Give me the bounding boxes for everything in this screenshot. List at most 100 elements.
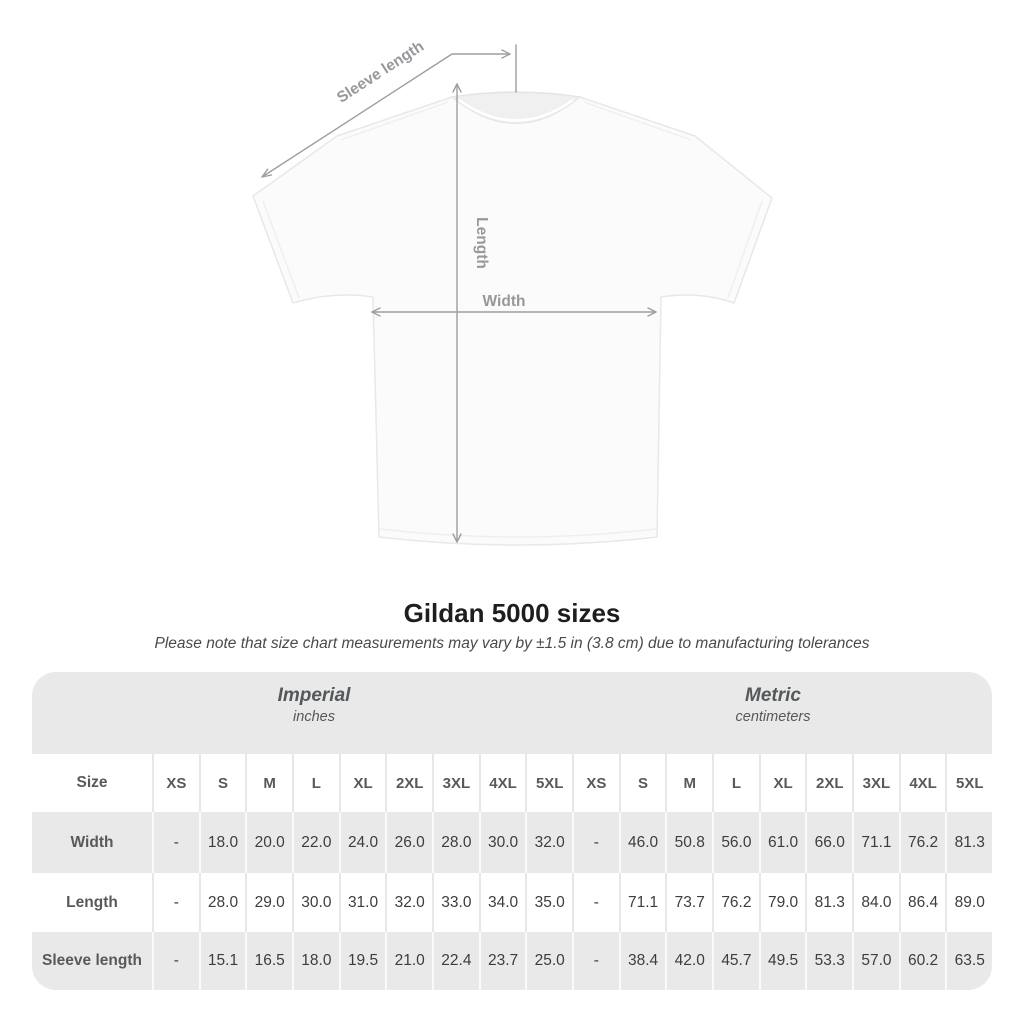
length-metric-xs: - bbox=[572, 873, 619, 932]
size-header-imperial-2xl: 2XL bbox=[385, 754, 432, 812]
collar bbox=[450, 92, 582, 124]
size-table: Imperial inches Metric centimeters Size X… bbox=[32, 672, 992, 990]
sleeve-length-metric-xl: 49.5 bbox=[758, 932, 806, 990]
sleeve-length-imperial-2xl: 21.0 bbox=[385, 932, 432, 990]
sleeve-length-imperial-xl: 19.5 bbox=[338, 932, 386, 990]
units-header-band: Imperial inches Metric centimeters bbox=[32, 672, 992, 754]
length-metric-2xl: 81.3 bbox=[805, 873, 852, 932]
metric-header: Metric centimeters bbox=[736, 684, 811, 726]
page-title: Gildan 5000 sizes bbox=[403, 598, 621, 628]
sleeve-length-imperial-3xl: 22.4 bbox=[432, 932, 479, 990]
width-metric-3xl: 71.1 bbox=[852, 812, 899, 873]
sleeve-length-metric-l: 45.7 bbox=[712, 932, 759, 990]
sleeve-length-imperial-s: 15.1 bbox=[198, 932, 246, 990]
sleeve-length-metric-2xl: 53.3 bbox=[805, 932, 852, 990]
size-header-metric-2xl: 2XL bbox=[805, 754, 852, 812]
width-imperial-4xl: 30.0 bbox=[478, 812, 526, 873]
size-header-imperial-m: M bbox=[245, 754, 292, 812]
size-header-metric-m: M bbox=[665, 754, 712, 812]
size-header-imperial-xs: XS bbox=[152, 754, 199, 812]
sleeve-length-metric-xs: - bbox=[572, 932, 619, 990]
length-metric-s: 71.1 bbox=[618, 873, 666, 932]
sleeve-length-metric-s: 38.4 bbox=[618, 932, 666, 990]
tshirt-diagram: Sleeve length Length Width bbox=[252, 38, 773, 546]
length-imperial-5xl: 35.0 bbox=[525, 873, 572, 932]
size-header-imperial-l: L bbox=[292, 754, 339, 812]
length-imperial-xl: 31.0 bbox=[338, 873, 386, 932]
width-metric-l: 56.0 bbox=[712, 812, 759, 873]
size-header-metric-4xl: 4XL bbox=[898, 754, 946, 812]
size-header-metric-l: L bbox=[712, 754, 759, 812]
sleeve-length-metric-m: 42.0 bbox=[665, 932, 712, 990]
imperial-title: Imperial bbox=[277, 685, 351, 706]
width-imperial-2xl: 26.0 bbox=[385, 812, 432, 873]
row-label-width: Width bbox=[70, 833, 114, 851]
width-imperial-s: 18.0 bbox=[198, 812, 246, 873]
sleeve-length-imperial-m: 16.5 bbox=[245, 932, 292, 990]
width-metric-m: 50.8 bbox=[665, 812, 712, 873]
size-header-row: Size XS S M L XL 2XL 3XL 4XL 5XL XS S M L XL 2XL 3XL 4XL 5… bbox=[32, 754, 992, 812]
sleeve-length-imperial-l: 18.0 bbox=[292, 932, 339, 990]
sleeve-length-imperial-xs: - bbox=[152, 932, 199, 990]
width-imperial-5xl: 32.0 bbox=[525, 812, 572, 873]
size-table-rows: Size XS S M L XL 2XL 3XL 4XL 5XL XS S M L XL 2XL 3XL 4XL 5… bbox=[32, 754, 992, 990]
width-metric-s: 46.0 bbox=[618, 812, 666, 873]
sleeve-length-metric-5xl: 63.5 bbox=[945, 932, 992, 990]
row-label-length: Length bbox=[66, 893, 118, 911]
width-metric-xl: 61.0 bbox=[758, 812, 806, 873]
size-header-metric-xl: XL bbox=[758, 754, 806, 812]
length-imperial-l: 30.0 bbox=[292, 873, 339, 932]
size-header-metric-3xl: 3XL bbox=[852, 754, 899, 812]
length-metric-4xl: 86.4 bbox=[898, 873, 946, 932]
width-metric-2xl: 66.0 bbox=[805, 812, 852, 873]
length-line bbox=[452, 83, 462, 543]
imperial-unit: inches bbox=[293, 709, 335, 725]
table-row-sleeve-length: Sleeve length -15.1 16.5 18.0 19.5 21.0 22.4 23… bbox=[32, 932, 992, 990]
table-row-length: Length -28.0 29.0 30.0 31.0 32.0 33.0 34.0 35.0-… bbox=[32, 873, 992, 932]
length-metric-5xl: 89.0 bbox=[945, 873, 992, 932]
size-header-metric-s: S bbox=[618, 754, 666, 812]
width-metric-4xl: 76.2 bbox=[898, 812, 946, 873]
length-imperial-m: 29.0 bbox=[245, 873, 292, 932]
width-imperial-3xl: 28.0 bbox=[432, 812, 479, 873]
sleeve-length-metric-3xl: 57.0 bbox=[852, 932, 899, 990]
imperial-header: Imperial inches bbox=[278, 684, 351, 726]
width-line bbox=[371, 307, 657, 317]
sleeve-length-imperial-4xl: 23.7 bbox=[478, 932, 526, 990]
size-header-imperial-5xl: 5XL bbox=[525, 754, 572, 812]
sleeve-length-line bbox=[261, 44, 517, 178]
metric-unit: centimeters bbox=[735, 709, 811, 725]
tshirt-graphic bbox=[252, 91, 773, 546]
size-header-imperial-xl: XL bbox=[338, 754, 386, 812]
metric-title: Metric bbox=[745, 685, 801, 706]
size-header-metric-xs: XS bbox=[572, 754, 619, 812]
length-metric-xl: 79.0 bbox=[758, 873, 806, 932]
length-metric-l: 76.2 bbox=[712, 873, 759, 932]
width-imperial-l: 22.0 bbox=[292, 812, 339, 873]
length-imperial-2xl: 32.0 bbox=[385, 873, 432, 932]
size-header-imperial-3xl: 3XL bbox=[432, 754, 479, 812]
tolerance-note: Please note that size chart measurements… bbox=[154, 635, 870, 652]
width-imperial-xs: - bbox=[152, 812, 199, 873]
length-metric-m: 73.7 bbox=[665, 873, 712, 932]
width-imperial-m: 20.0 bbox=[245, 812, 292, 873]
size-header-imperial-4xl: 4XL bbox=[478, 754, 526, 812]
length-metric-3xl: 84.0 bbox=[852, 873, 899, 932]
width-metric-xs: - bbox=[572, 812, 619, 873]
length-label: Length bbox=[473, 217, 490, 269]
sleeve-length-label: Sleeve length bbox=[334, 38, 427, 107]
size-header-imperial-s: S bbox=[198, 754, 246, 812]
length-imperial-3xl: 33.0 bbox=[432, 873, 479, 932]
length-imperial-4xl: 34.0 bbox=[478, 873, 526, 932]
size-column-header: Size bbox=[76, 774, 108, 791]
sleeve-length-metric-4xl: 60.2 bbox=[898, 932, 946, 990]
sleeve-length-imperial-5xl: 25.0 bbox=[525, 932, 572, 990]
width-metric-5xl: 81.3 bbox=[945, 812, 992, 873]
table-row-width: Width -18.0 20.0 22.0 24.0 26.0 28.0 30.0 32.0-4… bbox=[32, 812, 992, 873]
length-imperial-xs: - bbox=[152, 873, 199, 932]
length-imperial-s: 28.0 bbox=[198, 873, 246, 932]
width-imperial-xl: 24.0 bbox=[338, 812, 386, 873]
size-header-metric-5xl: 5XL bbox=[945, 754, 992, 812]
row-label-sleeve-length: Sleeve length bbox=[42, 952, 142, 969]
